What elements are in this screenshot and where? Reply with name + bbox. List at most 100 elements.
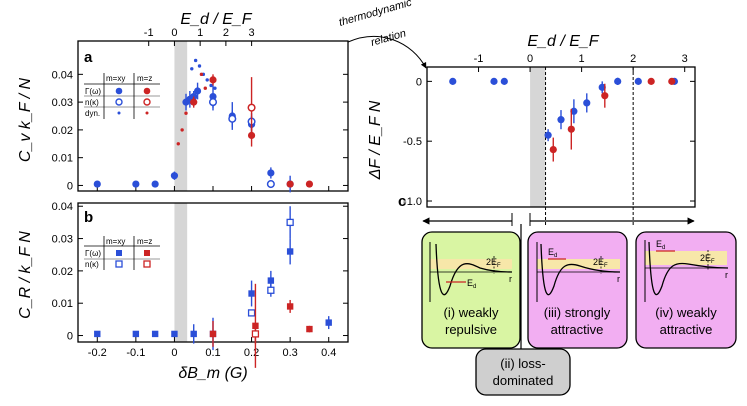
panel-c-ytick-label: -1.0 (403, 196, 422, 208)
panel-a: 0 0.01 0.02 0.03 0.04 -1 0 1 2 3 a m=xy m=z Γ(ω)… (17, 11, 349, 192)
panel-c-point-s1-1 (567, 125, 575, 133)
panel-b-point-s2-0 (209, 330, 217, 338)
regime-i-r-label: r (509, 274, 512, 284)
panel-c-top-tick-label: 1 (579, 53, 585, 65)
regime-iv-potential-curve (648, 241, 729, 296)
panel-a-top-tick-label: 0 (171, 27, 177, 39)
panel-b-xtick-label: -0.1 (126, 347, 145, 359)
regime-i-label-1: (i) weakly (444, 305, 499, 320)
panel-b-point-s0-3 (171, 330, 178, 338)
panel-b-xtick-label: 0.2 (244, 347, 259, 359)
regime-iii-label-2: attractive (551, 322, 604, 337)
panel-b-letter: b (84, 209, 93, 226)
panel-b-ytick-label: 0.01 (52, 298, 73, 310)
panel-b-point-s0-1 (132, 330, 140, 338)
regime-i-box: Ed 2EF r (i) weakly repulsive (421, 231, 521, 349)
legend-a-blue-filled (115, 87, 123, 95)
legend-b-row-n: n(κ) (85, 260, 99, 269)
panel-b-point-s0-4 (190, 330, 197, 338)
panel-a-point-s3-0 (190, 98, 198, 106)
panel-a-point-s2-6 (209, 83, 213, 88)
panel-a-top-tick-label: -1 (144, 27, 154, 39)
panel-b-point-s0-8 (286, 248, 294, 255)
panel-c-point-s0-7 (598, 83, 606, 91)
panel-a-top-tick-label: 3 (249, 27, 255, 39)
panel-a-point-s2-2 (193, 58, 198, 63)
legend-a-red-open (143, 98, 151, 106)
panel-c-top-tick-label: 0 (527, 53, 533, 65)
regime-ii-label-1: (ii) loss- (500, 356, 546, 371)
legend-a-red-dot (145, 111, 149, 115)
panel-b-point-s2-3 (306, 325, 313, 333)
panel-c-regime-dividers (545, 67, 634, 226)
panel-a-shaded-region (174, 41, 188, 191)
panel-a-point-s5-4 (203, 86, 207, 90)
panel-c-top-xlabel: E_d / E_F (527, 33, 599, 50)
panel-b: 00.010.020.030.04 -0.2 -0.1 0 0.1 0.2 0.3 0.4 … (17, 201, 349, 382)
panel-a-point-s2-5 (205, 78, 209, 82)
panel-c-point-s0-6 (583, 99, 591, 107)
panel-a-point-s3-4 (286, 180, 294, 188)
legend-b-header-xy: m=xy (106, 237, 125, 246)
panel-c-point-s0-3 (544, 131, 552, 139)
panel-c-point-s1-2 (601, 92, 609, 100)
regime-arrows (422, 213, 695, 355)
panel-a-point-s1-1 (228, 114, 237, 123)
legend-b-red-open (143, 260, 151, 268)
panel-c-ytick-label: -0.5 (403, 136, 422, 148)
panel-c-ylabel: ΔF / E_F N (367, 100, 384, 180)
regime-iv-ed-label: Ed (656, 239, 665, 251)
panel-c-frame (426, 66, 696, 208)
panel-a-ylabel: C_v k_F / N (17, 77, 34, 162)
panel-c-top-ticks: -1 0 1 2 3 (474, 53, 688, 72)
panel-b-ytick-label: 0.02 (52, 266, 73, 278)
legend-a-red-filled (143, 87, 151, 95)
legend-a-row-n: n(κ) (85, 98, 99, 107)
regime-iii-2ef-label: 2EF (593, 257, 608, 269)
regime-i-label-2: repulsive (445, 322, 497, 337)
panel-b-point-s0-2 (151, 330, 159, 338)
panel-c-marks (449, 77, 678, 162)
panel-a-frame (77, 40, 349, 192)
regime-iii-box: Ed 2EF r (iii) strongly attractive (527, 231, 628, 349)
panel-a-ytick-label: 0.03 (52, 97, 73, 109)
regime-iii-label-1: (iii) strongly (544, 305, 611, 320)
panel-c-letter: c (398, 193, 406, 210)
panel-a-legend: m=xy m=z Γ(ω) n(κ) dyn. (84, 73, 160, 119)
panel-b-xtick-label: 0 (171, 347, 177, 359)
panel-a-y-ticks: 0 0.01 0.02 0.03 0.04 (52, 69, 348, 192)
panel-c-point-s0-0 (449, 77, 457, 85)
legend-b-header-z: m=z (137, 237, 152, 246)
panel-a-point-s2-0 (186, 100, 190, 104)
panel-c-y-ticks: 0 -0.5 -1.0 (403, 76, 695, 208)
panel-b-shaded-region (174, 203, 188, 342)
thermodynamic-relation-annotation: thermodynamic relation (338, 0, 427, 69)
panel-a-ytick-label: 0.01 (52, 153, 73, 165)
panel-c-point-s0-5 (570, 107, 578, 115)
legend-b-red-filled (144, 250, 150, 256)
panel-a-point-s3-1 (209, 76, 217, 84)
panel-b-point-s0-9 (325, 319, 332, 326)
panel-a-top-tick-label: 2 (223, 27, 229, 39)
panel-a-point-s2-3 (197, 64, 202, 68)
panel-a-point-s0-0 (93, 180, 101, 188)
legend-a-blue-dot (117, 111, 121, 115)
panel-b-xlabel: δB_m (G) (178, 365, 247, 382)
regime-iii-potential-curve (540, 243, 621, 296)
panel-a-point-s5-0 (176, 142, 180, 146)
legend-a-row-dyn: dyn. (85, 109, 100, 118)
panel-a-point-s0-11 (267, 169, 275, 177)
panel-c-point-s0-8 (614, 77, 622, 85)
legend-a-header-xy: m=xy (106, 74, 125, 83)
panel-b-point-s1-2 (286, 218, 294, 227)
panel-b-ytick-label: 0 (67, 331, 73, 343)
panel-a-point-s0-1 (132, 180, 140, 188)
panel-b-point-s1-0 (247, 309, 256, 317)
legend-b-blue-filled (116, 250, 122, 256)
regime-iv-label-1: (iv) weakly (655, 305, 717, 320)
panel-c-point-s1-0 (549, 145, 557, 154)
panel-a-point-s0-2 (151, 180, 159, 188)
panel-c-top-tick-label: -1 (474, 53, 484, 65)
regime-iv-r-label: r (725, 270, 728, 280)
panel-b-xtick-label: 0.1 (205, 347, 220, 359)
